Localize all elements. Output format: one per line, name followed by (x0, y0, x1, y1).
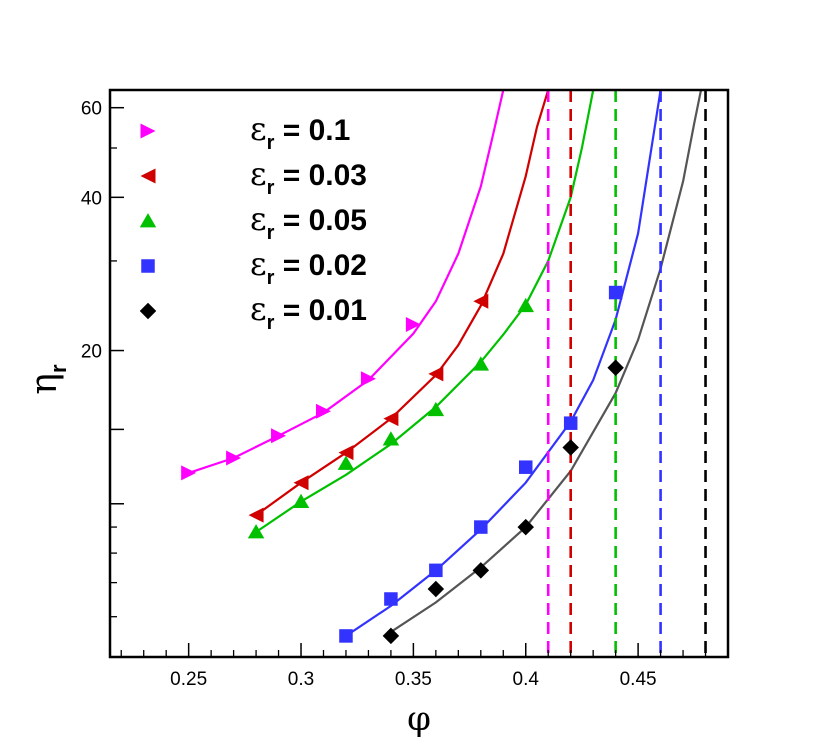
legend-label-0: εr = 0.1 (250, 110, 350, 154)
x-tick-label: 0.35 (395, 669, 432, 690)
x-tick-label: 0.25 (170, 669, 207, 690)
fit-curve-4 (390, 90, 703, 633)
y-tick-label: 20 (81, 342, 102, 363)
y-tick-label: 40 (81, 188, 102, 209)
x-axis-label: φ (407, 699, 431, 739)
data-point-3-6 (608, 285, 623, 300)
y-tick-label: 60 (81, 99, 102, 120)
y-axis-label-text: ηr (24, 364, 71, 395)
fit-curves (188, 90, 703, 637)
data-point-2-6 (517, 297, 534, 313)
data-point-1-2 (338, 445, 354, 461)
data-point-1-3 (383, 411, 399, 427)
data-point-0-5 (405, 317, 421, 333)
legend-label-2: εr = 0.05 (250, 200, 367, 244)
data-point-0-1 (226, 450, 242, 466)
data-point-4-5 (607, 359, 624, 377)
jamming-lines (546, 90, 707, 657)
legend-marker-1 (140, 168, 156, 184)
fit-curve-1 (255, 90, 550, 516)
data-point-0-0 (181, 465, 197, 481)
data-point-1-4 (428, 366, 444, 382)
legend-label-3: εr = 0.02 (250, 245, 367, 289)
plot-frame (108, 88, 730, 659)
data-point-3-0 (339, 629, 353, 643)
data-point-0-4 (360, 371, 376, 387)
legend-marker-0 (140, 123, 156, 139)
data-point-0-3 (315, 403, 331, 419)
legend-marker-2 (139, 213, 157, 228)
data-point-4-2 (472, 562, 490, 579)
data-point-3-2 (429, 563, 443, 578)
data-points (181, 285, 624, 645)
fit-curve-0 (188, 90, 505, 474)
x-tick-label: 0.45 (620, 669, 657, 690)
legend-marker-3 (141, 259, 155, 273)
data-point-4-0 (382, 627, 400, 645)
axis-ticks: 0.25 0.3 0.35 0.4 0.45 20 40 60 (81, 99, 707, 690)
data-point-3-3 (474, 520, 488, 534)
legend-label-1: εr = 0.03 (250, 155, 367, 199)
data-point-1-5 (473, 293, 489, 309)
data-point-1-1 (293, 475, 309, 491)
data-point-2-0 (247, 524, 265, 539)
data-point-2-1 (292, 493, 310, 508)
data-point-0-2 (271, 428, 287, 444)
data-point-3-4 (518, 460, 533, 474)
legend-marker-4 (139, 302, 157, 320)
data-point-4-4 (562, 439, 579, 456)
data-point-1-0 (248, 507, 264, 523)
data-point-4-3 (517, 518, 534, 536)
legend-label-4: εr = 0.01 (250, 290, 367, 334)
data-point-2-4 (427, 401, 445, 417)
fit-curve-2 (255, 90, 595, 533)
data-point-2-2 (337, 455, 355, 470)
data-point-3-1 (384, 592, 398, 606)
data-point-2-3 (382, 431, 400, 446)
x-tick-label: 0.4 (513, 669, 540, 690)
data-point-2-5 (472, 356, 490, 371)
y-axis-label: ηr (24, 364, 71, 395)
data-point-3-5 (563, 416, 578, 430)
data-point-4-1 (427, 580, 445, 598)
x-tick-label: 0.3 (288, 669, 314, 690)
